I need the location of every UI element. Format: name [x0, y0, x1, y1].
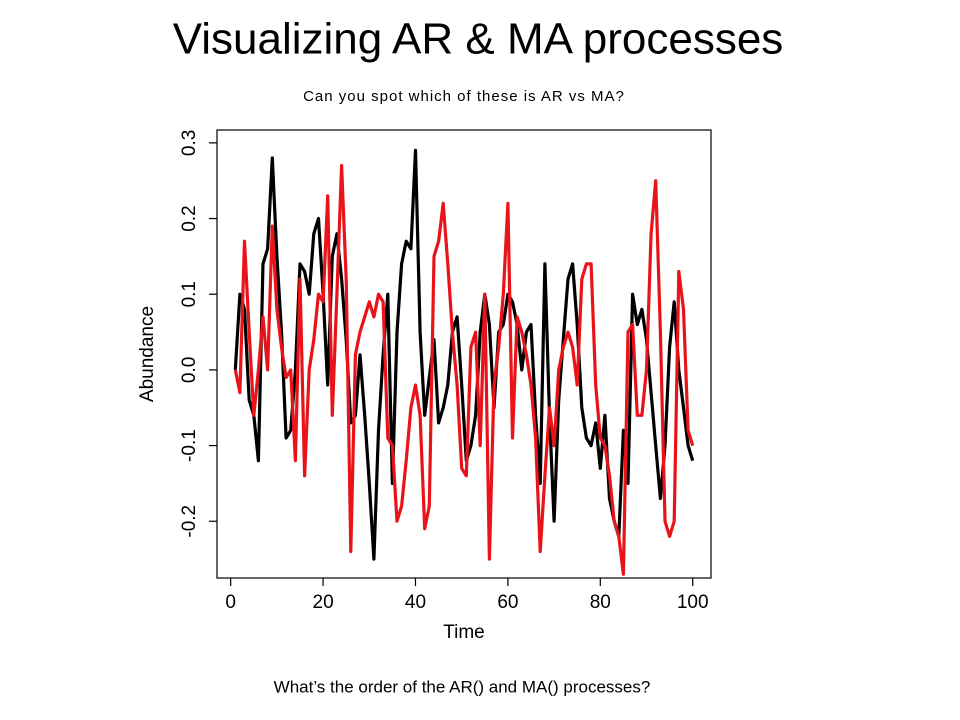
x-tick-label: 40	[405, 592, 426, 613]
series-line	[233, 164, 695, 576]
y-tick-label: 0.3	[179, 130, 200, 156]
x-tick-label: 20	[313, 592, 334, 613]
x-tick-label: 60	[497, 592, 518, 613]
y-tick-label: 0.0	[179, 357, 200, 383]
x-axis-label: Time	[443, 622, 485, 643]
y-tick-label: 0.1	[179, 281, 200, 307]
x-tick-label: 0	[225, 592, 236, 613]
y-tick-label: -0.1	[179, 429, 200, 462]
plot-frame	[216, 129, 712, 579]
chart-title: Can you spot which of these is AR vs MA?	[303, 88, 625, 105]
y-tick-label: -0.2	[179, 505, 200, 538]
slide-title: Visualizing AR & MA processes	[173, 15, 784, 64]
y-axis-label: Abundance	[137, 306, 158, 402]
y-tick-label: 0.2	[179, 205, 200, 231]
x-tick-label: 80	[590, 592, 611, 613]
caption: What’s the order of the AR() and MA() pr…	[274, 677, 651, 696]
x-tick-label: 100	[677, 592, 709, 613]
